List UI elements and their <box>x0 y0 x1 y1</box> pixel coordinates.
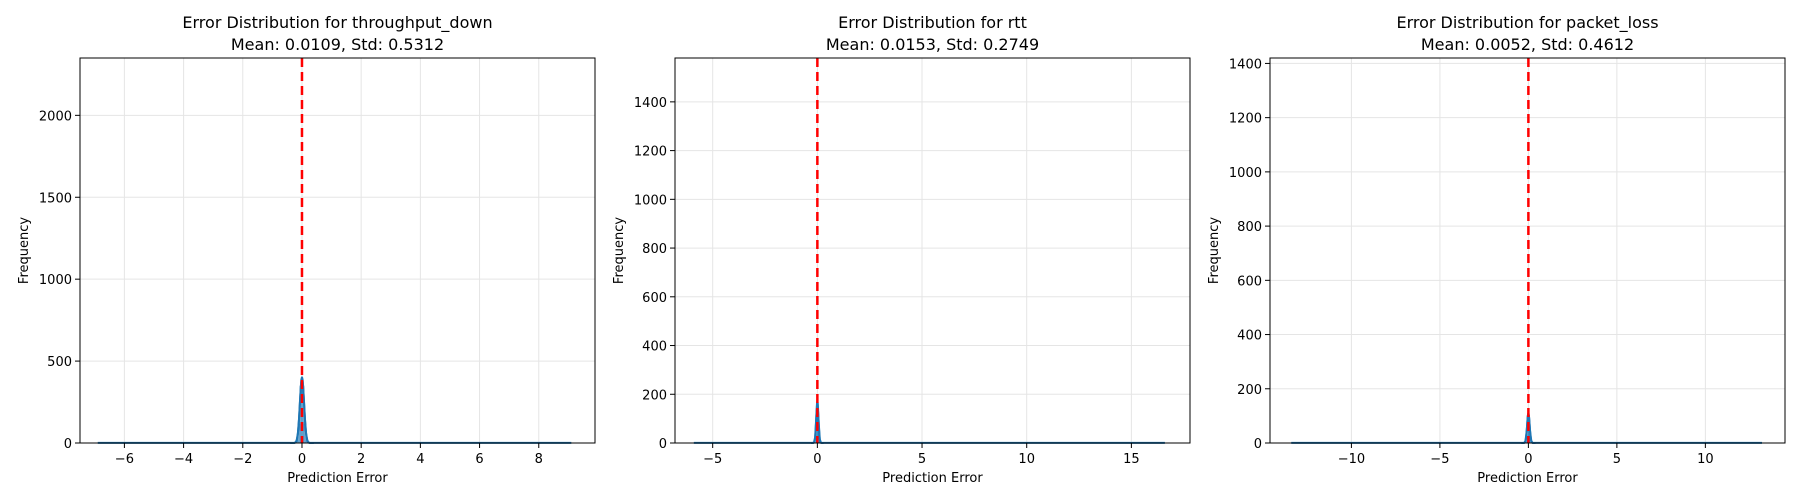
y-tick-label: 1500 <box>39 191 72 206</box>
x-tick-label: 0 <box>298 452 306 467</box>
chart-title: Error Distribution for throughput_down <box>182 13 492 33</box>
y-tick-label: 800 <box>1237 220 1262 235</box>
x-tick-label: −5 <box>703 452 722 467</box>
chart-title: Error Distribution for packet_loss <box>1396 13 1658 33</box>
y-tick-label: 200 <box>642 388 667 403</box>
chart-subtitle: Mean: 0.0109, Std: 0.5312 <box>231 35 444 54</box>
x-tick-label: −2 <box>233 452 252 467</box>
y-tick-label: 0 <box>64 437 72 452</box>
x-tick-label: −4 <box>174 452 193 467</box>
x-tick-label: 6 <box>475 452 483 467</box>
y-tick-label: 400 <box>642 340 667 355</box>
x-tick-label: −5 <box>1430 452 1449 467</box>
x-tick-label: −10 <box>1338 452 1365 467</box>
y-tick-label: 0 <box>1254 437 1262 452</box>
x-tick-label: 10 <box>1018 452 1035 467</box>
y-tick-label: 1400 <box>1229 57 1262 72</box>
y-tick-label: 1400 <box>634 96 667 111</box>
axes-frame <box>1269 57 1786 444</box>
y-tick-label: 500 <box>47 355 72 370</box>
y-tick-label: 1000 <box>1229 166 1262 181</box>
x-axis-label: Prediction Error <box>1477 471 1578 486</box>
chart-subtitle: Mean: 0.0153, Std: 0.2749 <box>826 35 1039 54</box>
y-tick-label: 1000 <box>634 193 667 208</box>
x-tick-label: 0 <box>813 452 821 467</box>
y-tick-label: 1200 <box>1229 112 1262 127</box>
chart-panel-1: −6 −4 −2 0 2 4 6 8 0 500 1000 1500 2000 Error Distrib… <box>17 13 596 486</box>
y-tick-label: 2000 <box>39 109 72 124</box>
x-axis-label: Prediction Error <box>287 471 388 486</box>
x-axis-label: Prediction Error <box>882 471 983 486</box>
y-tick-label: 600 <box>1237 274 1262 289</box>
y-tick-label: 1200 <box>634 145 667 160</box>
y-tick-label: 0 <box>659 437 667 452</box>
x-tick-label: 8 <box>535 452 543 467</box>
y-axis-label: Frequency <box>17 217 32 284</box>
y-axis-label: Frequency <box>1207 217 1222 284</box>
y-tick-label: 1000 <box>39 273 72 288</box>
x-tick-label: 0 <box>1524 452 1532 467</box>
x-tick-label: 4 <box>416 452 424 467</box>
chart-panel-3: −10 −5 0 5 10 0 200 400 600 800 1000 1200 1400 Error … <box>1207 13 1786 486</box>
y-tick-label: 400 <box>1237 329 1262 344</box>
x-tick-label: 5 <box>1613 452 1621 467</box>
x-tick-label: 10 <box>1697 452 1714 467</box>
axes-frame <box>79 57 596 444</box>
kde-line <box>97 378 572 444</box>
y-tick-label: 600 <box>642 291 667 306</box>
kde-line <box>693 401 1165 444</box>
y-tick-label: 800 <box>642 242 667 257</box>
x-tick-label: 2 <box>357 452 365 467</box>
axes-frame <box>674 57 1191 444</box>
y-axis-label: Frequency <box>612 217 627 284</box>
chart-title: Error Distribution for rtt <box>838 13 1027 32</box>
chart-panel-2: −5 0 5 10 15 0 200 400 600 800 1000 1200 1400 Error D… <box>612 13 1191 486</box>
chart-subtitle: Mean: 0.0052, Std: 0.4612 <box>1421 35 1634 54</box>
x-tick-label: 15 <box>1123 452 1140 467</box>
x-tick-label: 5 <box>918 452 926 467</box>
x-tick-label: −6 <box>115 452 134 467</box>
y-tick-label: 200 <box>1237 383 1262 398</box>
